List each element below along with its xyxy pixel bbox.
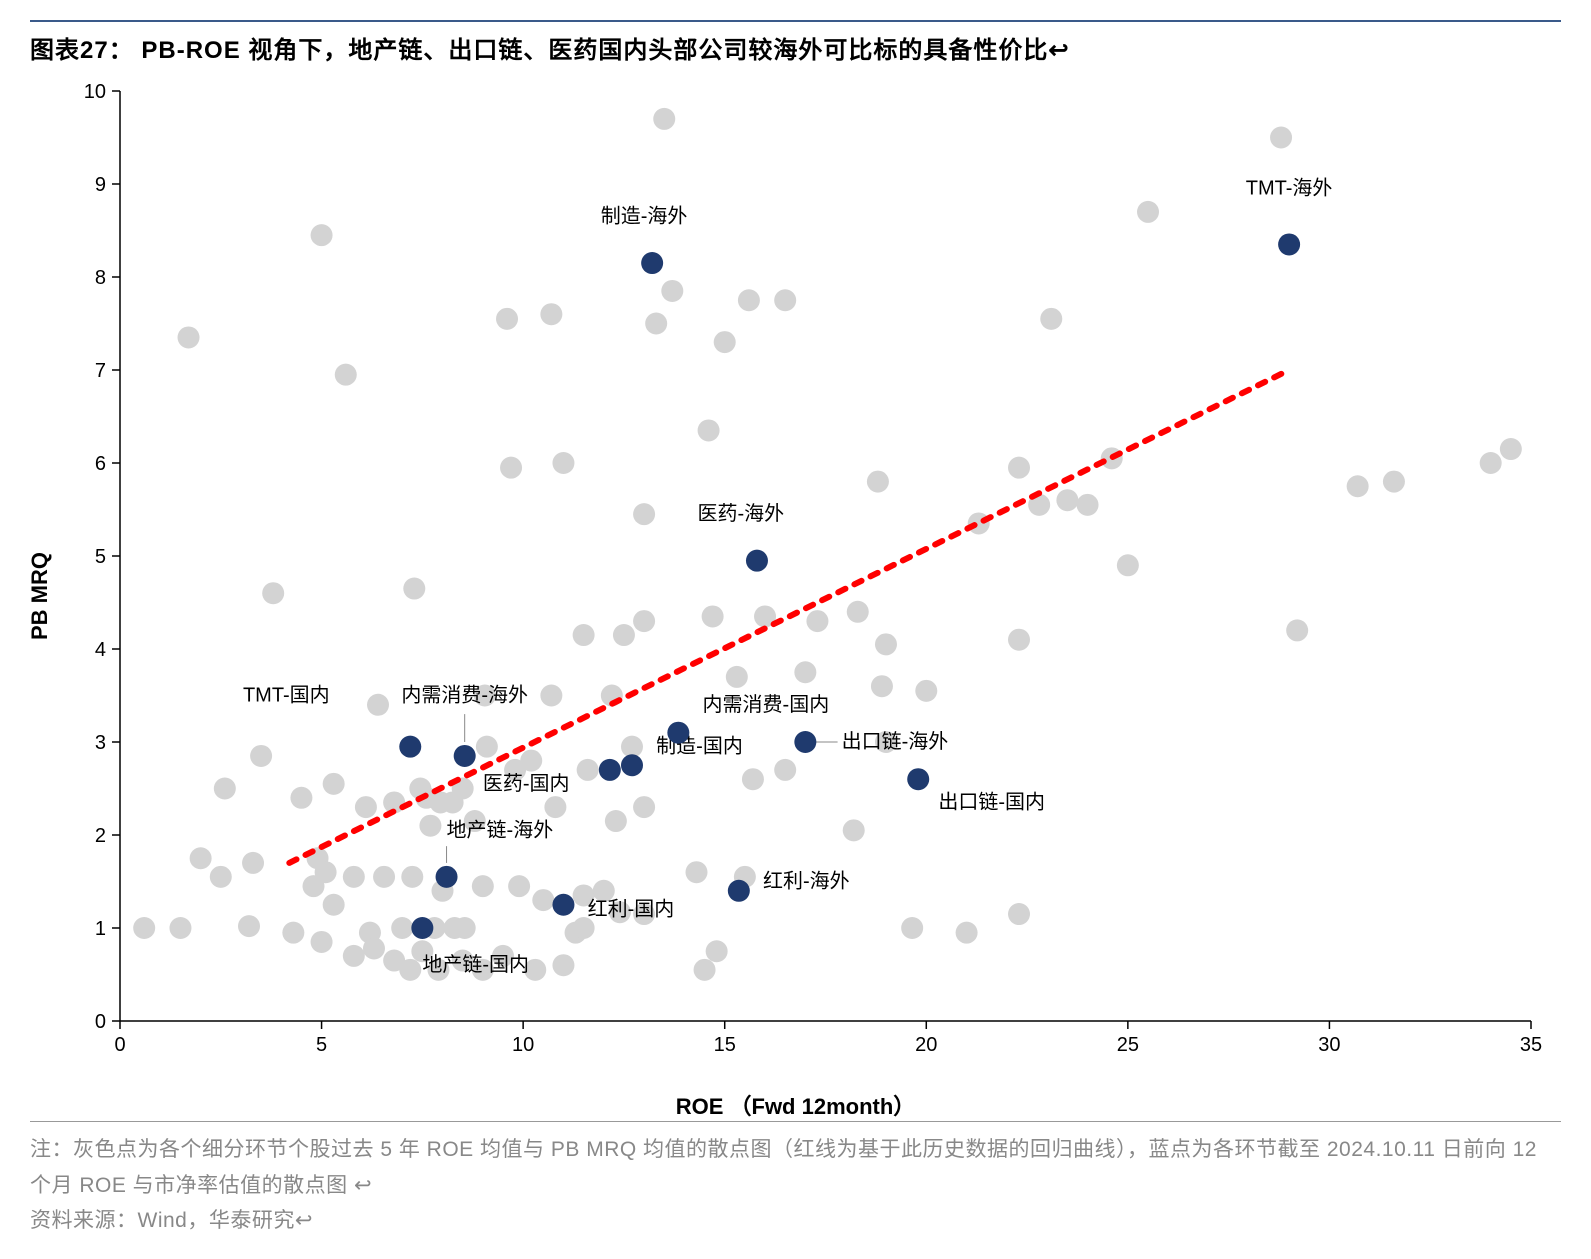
svg-text:30: 30 (1318, 1034, 1340, 1056)
svg-text:10: 10 (512, 1034, 534, 1056)
svg-text:0: 0 (114, 1034, 125, 1056)
svg-text:8: 8 (95, 267, 106, 289)
svg-text:内需消费-海外: 内需消费-海外 (401, 684, 528, 707)
svg-text:5: 5 (95, 546, 106, 568)
footer-note: 注：灰色点为各个细分环节个股过去 5 年 ROE 均值与 PB MRQ 均值的散… (30, 1132, 1561, 1203)
svg-text:3: 3 (95, 732, 106, 754)
svg-text:5: 5 (316, 1034, 327, 1056)
svg-text:地产链-海外: 地产链-海外 (447, 818, 554, 841)
svg-text:0: 0 (95, 1011, 106, 1033)
chart-title: 图表27： PB-ROE 视角下，地产链、出口链、医药国内头部公司较海外可比标的… (30, 20, 1561, 71)
svg-text:6: 6 (95, 453, 106, 475)
svg-text:制造-海外: 制造-海外 (601, 205, 688, 228)
y-axis-label: PB MRQ (27, 552, 53, 640)
svg-text:2: 2 (95, 825, 106, 847)
chart-footer: 注：灰色点为各个细分环节个股过去 5 年 ROE 均值与 PB MRQ 均值的散… (30, 1121, 1561, 1239)
chart-svg: 0 1 2 3 4 5 6 7 8 9 10 0 5 10 15 20 25 30 35 TMT-国内 内需消费-海外 制… (30, 71, 1561, 1081)
svg-text:10: 10 (84, 81, 106, 103)
svg-text:1: 1 (95, 918, 106, 940)
svg-text:15: 15 (714, 1034, 736, 1056)
svg-text:医药-海外: 医药-海外 (698, 502, 785, 525)
svg-text:医药-国内: 医药-国内 (483, 772, 570, 795)
svg-text:红利-海外: 红利-海外 (763, 870, 850, 893)
svg-text:出口链-海外: 出口链-海外 (842, 730, 949, 753)
svg-text:TMT-海外: TMT-海外 (1246, 177, 1333, 200)
footer-source: 资料来源：Wind，华泰研究↩ (30, 1203, 1561, 1239)
svg-text:7: 7 (95, 360, 106, 382)
svg-text:9: 9 (95, 174, 106, 196)
svg-text:4: 4 (95, 639, 106, 661)
svg-text:内需消费-国内: 内需消费-国内 (703, 693, 830, 716)
svg-text:20: 20 (915, 1034, 937, 1056)
svg-text:TMT-国内: TMT-国内 (243, 684, 330, 707)
svg-text:地产链-国内: 地产链-国内 (422, 953, 529, 976)
svg-text:25: 25 (1117, 1034, 1139, 1056)
scatter-chart: PB MRQ 0 1 2 3 4 5 6 7 8 9 10 0 5 10 15 20 25 30 35 TMT-国内 内… (30, 71, 1561, 1121)
svg-text:红利-国内: 红利-国内 (588, 897, 675, 920)
svg-text:35: 35 (1520, 1034, 1542, 1056)
x-axis-label: ROE （Fwd 12month） (676, 1089, 916, 1121)
svg-text:出口链-国内: 出口链-国内 (938, 790, 1045, 813)
